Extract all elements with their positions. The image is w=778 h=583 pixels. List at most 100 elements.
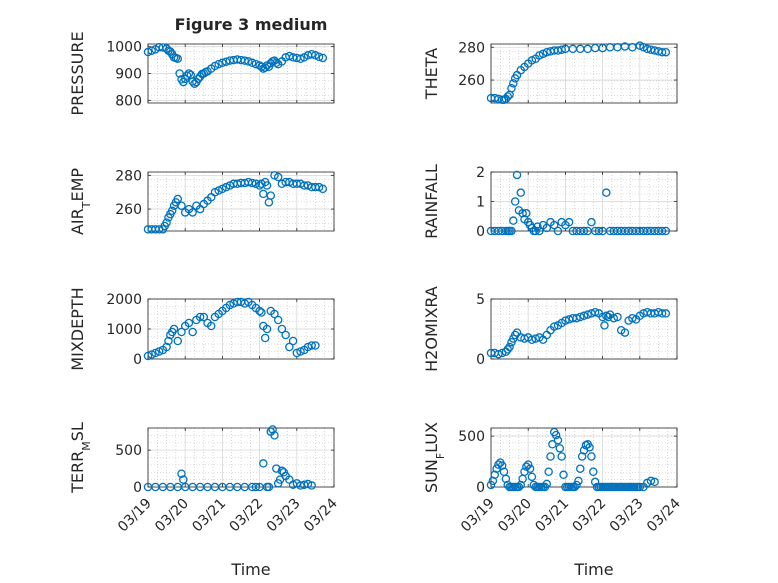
data-point xyxy=(195,312,205,322)
data-point xyxy=(296,347,305,356)
subplot-theta: 260 280 THETA xyxy=(422,40,678,104)
data-point xyxy=(285,342,294,352)
data-point xyxy=(244,57,253,66)
data-point xyxy=(184,318,194,328)
data-point xyxy=(318,53,328,63)
y-tick-label: 0 xyxy=(476,352,485,368)
data-point xyxy=(583,310,592,319)
data-point xyxy=(177,327,186,337)
data-point xyxy=(154,347,164,356)
y-axis-label: PRESSURE xyxy=(68,31,87,115)
y-tick-label: 1000 xyxy=(106,322,142,338)
data-point xyxy=(590,43,600,53)
data-point xyxy=(173,54,183,64)
data-point xyxy=(260,333,270,343)
y-tick-label: 0 xyxy=(476,224,485,240)
y-axis-label: THETA xyxy=(422,48,441,100)
y-tick-label: 0 xyxy=(133,480,142,496)
data-point xyxy=(503,92,512,101)
data-point xyxy=(262,324,272,334)
x-tick-label: 03/22 xyxy=(227,496,267,536)
data-point xyxy=(177,201,186,210)
data-point xyxy=(548,440,557,449)
data-point xyxy=(557,45,566,54)
data-point xyxy=(635,482,645,492)
data-point xyxy=(486,480,496,490)
y-tick-label: 2 xyxy=(476,165,485,181)
x-tick-label: 03/23 xyxy=(607,496,647,536)
axes-box xyxy=(490,298,678,360)
x-tick-label: 03/20 xyxy=(495,496,535,536)
data-point xyxy=(585,443,594,452)
y-tick-label: 500 xyxy=(115,443,142,459)
data-point xyxy=(494,460,503,469)
data-point xyxy=(507,84,516,93)
data-point xyxy=(512,170,522,180)
y-tick-label: 900 xyxy=(115,67,142,83)
y-tick-label: 260 xyxy=(458,73,485,89)
data-point xyxy=(147,350,156,359)
data-point xyxy=(576,464,585,473)
data-point xyxy=(546,452,555,461)
data-point xyxy=(589,467,598,476)
data-point xyxy=(175,69,184,78)
data-point xyxy=(561,316,570,325)
data-point xyxy=(199,312,209,322)
subplot-rainfall: 0 1 2 RAINFALL xyxy=(422,164,678,240)
data-point xyxy=(273,172,283,182)
y-tick-label: 280 xyxy=(115,168,142,184)
data-point xyxy=(549,220,559,230)
y-tick-label: 1 xyxy=(476,195,485,211)
data-point xyxy=(505,342,514,352)
data-point xyxy=(553,435,563,445)
data-point xyxy=(296,54,305,64)
data-point xyxy=(169,324,179,334)
y-tick-label: 0 xyxy=(476,480,485,496)
data-point xyxy=(531,226,540,236)
data-point xyxy=(509,79,518,88)
data-point xyxy=(609,313,619,323)
data-point xyxy=(225,300,235,310)
data-point xyxy=(514,482,524,492)
data-point xyxy=(292,348,302,358)
data-point xyxy=(603,312,613,322)
data-point xyxy=(542,223,552,233)
subplot-h2omixra: 0 5 H2OMIXRA xyxy=(422,286,678,372)
data-point xyxy=(247,178,257,188)
data-point xyxy=(576,44,585,54)
data-point xyxy=(613,312,622,322)
subplot-sunflux: 0 500 SUNFLUX xyxy=(422,422,678,496)
data-point xyxy=(590,307,600,317)
data-point xyxy=(311,341,320,350)
data-point xyxy=(206,321,216,331)
data-point xyxy=(527,472,537,482)
data-point xyxy=(516,188,526,197)
data-point xyxy=(184,69,194,78)
subplot-mixdepth: 0 1000 2000 MIXDEPTH xyxy=(68,287,335,371)
data-point xyxy=(518,209,527,218)
data-point xyxy=(318,184,328,194)
data-point xyxy=(564,217,574,227)
data-point xyxy=(525,464,535,473)
data-point xyxy=(535,226,544,236)
x-tick-label: 03/24 xyxy=(301,495,341,535)
data-point xyxy=(314,52,324,62)
data-point xyxy=(587,217,596,227)
y-tick-label: 0 xyxy=(133,352,142,368)
data-point xyxy=(151,348,160,358)
data-point xyxy=(522,209,531,218)
data-point xyxy=(650,477,659,487)
data-point xyxy=(587,452,596,461)
axes-box xyxy=(147,171,335,232)
data-point xyxy=(572,313,581,323)
data-point xyxy=(661,47,671,57)
data-point xyxy=(260,63,270,72)
data-point xyxy=(307,481,316,490)
x-tick-label: 03/21 xyxy=(189,496,229,536)
data-point xyxy=(574,476,583,486)
x-axis-label-right: Time xyxy=(573,560,613,579)
y-tick-label: 260 xyxy=(115,202,142,218)
y-tick-label: 1000 xyxy=(106,40,142,56)
